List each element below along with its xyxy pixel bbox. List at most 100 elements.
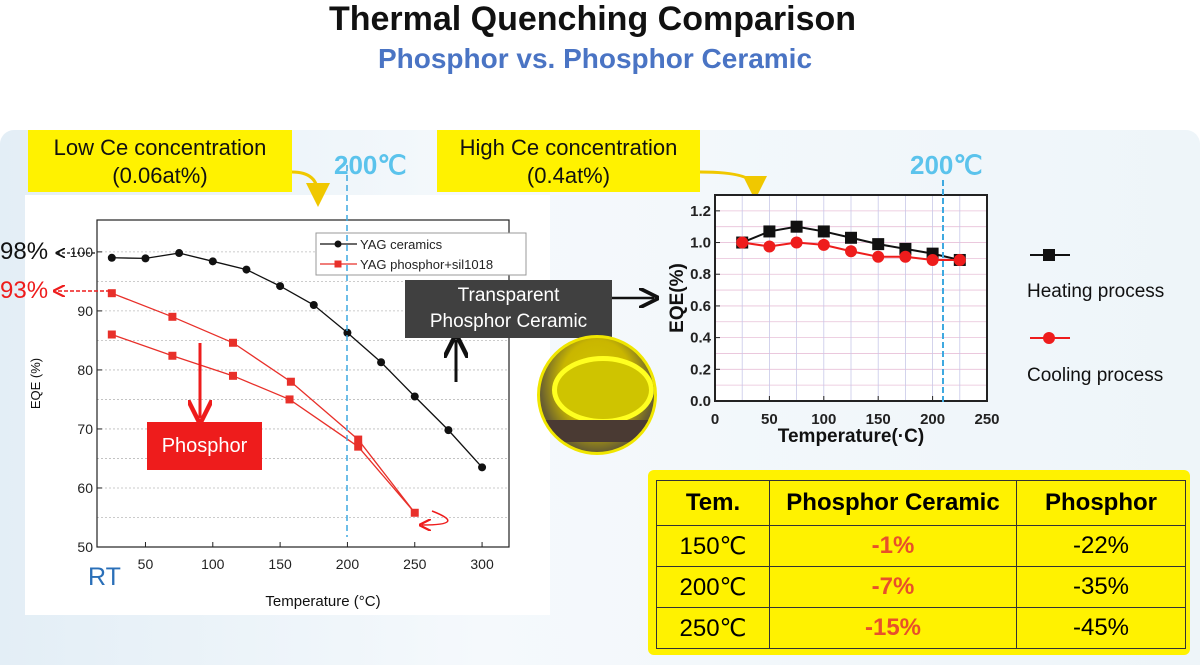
y-tick-label: 0.2: [690, 361, 711, 378]
y-tick-label: 1.0: [690, 235, 711, 252]
data-point: [444, 426, 453, 435]
data-point: [953, 253, 966, 266]
data-point: [763, 240, 776, 253]
yellow-arrow-left: [291, 170, 330, 207]
x-tick-label: 100: [201, 556, 225, 572]
low-ce-line2: (0.06at%): [112, 163, 208, 188]
x-tick-label: 300: [470, 556, 494, 572]
high-ce-line1: High Ce concentration: [459, 135, 678, 160]
x-tick-label: 0: [711, 411, 719, 428]
table-row: 150℃ -1% -22%: [656, 525, 1186, 567]
table-row: 250℃ -15% -45%: [656, 607, 1186, 649]
legend-box: [315, 232, 527, 276]
x-tick-label: 150: [268, 556, 292, 572]
cell-phosphor: -22%: [1016, 525, 1186, 567]
legend-label: YAG phosphor+sil1018: [360, 257, 493, 272]
data-point: [285, 395, 294, 404]
plot-frame: [714, 194, 988, 402]
y-axis-label: EQE (%): [28, 358, 43, 409]
data-point: [872, 238, 885, 251]
data-point: [208, 257, 217, 266]
data-point: [354, 435, 363, 444]
data-point: [763, 225, 776, 238]
legend-cooling: Cooling process: [1027, 365, 1164, 386]
data-point: [736, 236, 749, 249]
data-point: [242, 265, 251, 274]
data-point: [410, 392, 419, 401]
data-point: [926, 253, 939, 266]
y-tick-label: 100: [70, 244, 94, 260]
low-ce-box: Low Ce concentration (0.06at%): [28, 130, 292, 192]
data-point: [817, 238, 830, 251]
y-tick-label: 0.4: [690, 330, 712, 347]
y-tick-label: 70: [77, 421, 93, 437]
data-point: [817, 225, 830, 238]
data-point: [276, 282, 285, 291]
x-tick-label: 200: [920, 411, 945, 428]
comparison-table: Tem. Phosphor Ceramic Phosphor 150℃ -1% …: [656, 480, 1186, 649]
cell-temp: 200℃: [656, 566, 770, 608]
y-tick-label: 50: [77, 539, 93, 555]
legend-heating: Heating process: [1027, 281, 1165, 302]
y-tick-label: 0.0: [690, 393, 711, 410]
page-subtitle: Phosphor vs. Phosphor Ceramic: [377, 43, 813, 74]
data-point: [410, 508, 419, 517]
legend-marker: [334, 260, 342, 268]
cell-ceramic: -7%: [769, 566, 1017, 608]
data-point: [309, 300, 318, 309]
high-ce-line2: (0.4at%): [526, 163, 611, 188]
data-point: [228, 371, 237, 380]
y-tick-label: 0.8: [690, 266, 711, 283]
label-98: 98%: [0, 238, 49, 265]
tpc-line2: Phosphor Ceramic: [429, 311, 588, 332]
data-point: [343, 328, 352, 337]
legend-label: YAG ceramics: [360, 237, 443, 252]
legend-marker: [1043, 249, 1055, 261]
cell-phosphor: -35%: [1016, 566, 1186, 608]
series-line-0: [111, 252, 483, 468]
data-point: [845, 231, 857, 244]
tpc-line1: Transparent: [457, 285, 560, 306]
y-tick-label: 90: [77, 303, 93, 319]
high-ce-box: High Ce concentration (0.4at%): [437, 130, 700, 192]
data-point: [168, 351, 177, 360]
low-ce-line1: Low Ce concentration: [53, 135, 267, 160]
table-header-row: Tem. Phosphor Ceramic Phosphor: [656, 480, 1186, 526]
header-tem: Tem.: [656, 480, 770, 526]
legend-marker: [1043, 332, 1055, 344]
data-point: [845, 245, 857, 258]
return-arrow: [422, 510, 449, 525]
y-tick-label: 60: [77, 480, 93, 496]
data-point: [790, 236, 803, 249]
cell-phosphor: -45%: [1016, 607, 1186, 649]
label-93: 93%: [0, 277, 49, 304]
header-phosphor-ceramic: Phosphor Ceramic: [769, 480, 1017, 526]
marker-200c-right: 200℃: [910, 150, 983, 180]
x-tick-label: 50: [761, 411, 778, 428]
data-point: [107, 289, 116, 298]
yellow-arrow-right: [699, 170, 767, 200]
y-tick-label: 80: [77, 362, 93, 378]
y-tick-label: 0.6: [690, 298, 711, 315]
cell-ceramic: -1%: [769, 525, 1017, 567]
y-tick-label: 1.2: [690, 203, 711, 220]
plot-frame: [96, 219, 510, 548]
cell-ceramic: -15%: [769, 607, 1017, 649]
header-phosphor: Phosphor: [1016, 480, 1186, 526]
ceramic-disc-photo: [537, 335, 657, 455]
x-axis-label: Temperature(·C): [778, 426, 924, 447]
x-tick-label: 50: [138, 556, 154, 572]
legend-marker: [334, 240, 342, 248]
data-point: [168, 312, 177, 321]
x-tick-label: 200: [336, 556, 360, 572]
data-point: [790, 220, 803, 233]
data-point: [478, 463, 487, 472]
data-point: [872, 250, 885, 263]
data-point: [141, 254, 150, 263]
data-point: [899, 250, 912, 263]
label-rt: RT: [88, 563, 121, 591]
page-title: Thermal Quenching Comparison: [328, 0, 857, 38]
cell-temp: 250℃: [656, 607, 770, 649]
data-point: [228, 338, 237, 347]
